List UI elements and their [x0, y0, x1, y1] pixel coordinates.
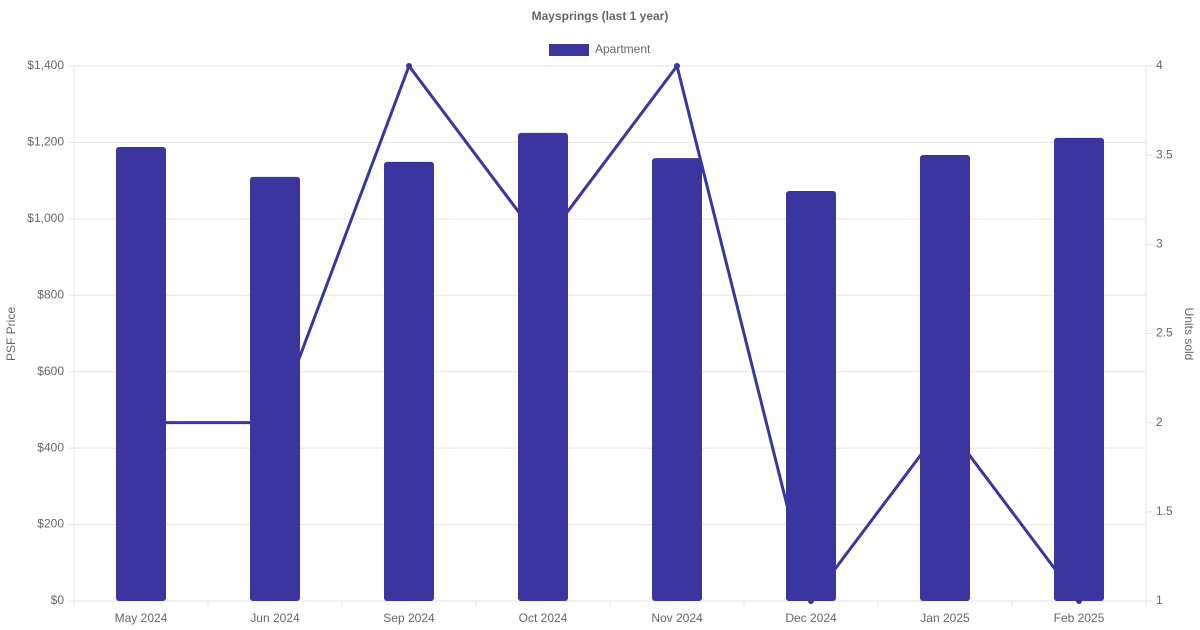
x-tick-label: Jan 2025 [920, 611, 970, 625]
y2-tick-label: 3.5 [1156, 147, 1173, 161]
legend-label: Apartment [595, 42, 651, 56]
y2-tick-label: 1 [1156, 593, 1163, 607]
y2-tick-label: 4 [1156, 58, 1163, 72]
y2-tick-label: 3 [1156, 237, 1163, 251]
y-axis-title: PSF Price [4, 307, 18, 361]
y-tick-label: $1,000 [27, 211, 64, 225]
bar [1054, 137, 1104, 602]
y2-axis-title: Units sold [1182, 308, 1196, 361]
x-tick-label: Dec 2024 [785, 611, 837, 625]
bar [920, 155, 970, 601]
y-tick-label: $0 [51, 593, 65, 607]
y2-tick-label: 2.5 [1156, 326, 1173, 340]
x-tick-label: Jun 2024 [250, 611, 300, 625]
x-tick-label: May 2024 [115, 611, 168, 625]
y2-tick-label: 1.5 [1156, 504, 1173, 518]
y-tick-label: $1,200 [27, 135, 64, 149]
bar [116, 147, 166, 601]
chart-title: Maysprings (last 1 year) [532, 9, 669, 23]
y-tick-label: $800 [37, 287, 64, 301]
y-tick-label: $600 [37, 364, 64, 378]
x-tick-label: Sep 2024 [383, 611, 435, 625]
x-tick-label: Nov 2024 [651, 611, 703, 625]
point [674, 63, 680, 69]
y-tick-label: $1,400 [27, 58, 64, 72]
bar [250, 176, 300, 602]
x-tick-label: Oct 2024 [519, 611, 568, 625]
bar [518, 132, 568, 601]
point [406, 63, 412, 69]
bar [384, 161, 434, 602]
legend-swatch [549, 44, 589, 56]
y-tick-label: $200 [37, 517, 64, 531]
x-tick-label: Feb 2025 [1054, 611, 1105, 625]
y2-tick-label: 2 [1156, 415, 1163, 429]
y-tick-label: $400 [37, 440, 64, 454]
bar [786, 190, 836, 602]
bar [652, 158, 702, 601]
